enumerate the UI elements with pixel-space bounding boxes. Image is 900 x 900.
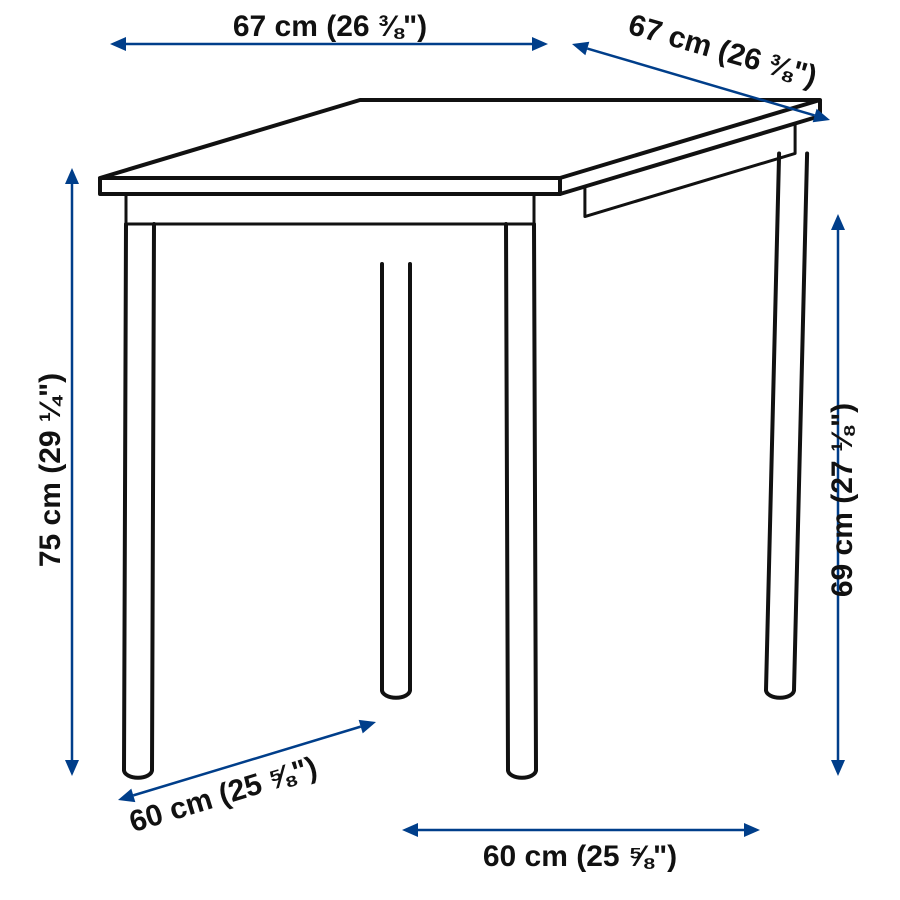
label-botDepth: 60 cm (25 ⅝") (125, 751, 320, 839)
dimension-labels: 67 cm (26 ⅜") 67 cm (26 ⅜") 75 cm (29 ¼") 6… (34, 8, 859, 873)
label-topWidth: 67 cm (26 ⅜") (233, 10, 427, 43)
label-leftHeight: 75 cm (29 ¼") (34, 373, 67, 567)
dimension-arrows (65, 37, 845, 837)
arrow-leftHeight (65, 168, 79, 776)
arrow-botWidth (402, 823, 760, 837)
table-outline (100, 100, 820, 778)
label-rightHeight: 69 cm (27 ⅛") (826, 403, 859, 597)
label-topDepth: 67 cm (26 ⅜") (625, 8, 821, 93)
dimension-diagram: 67 cm (26 ⅜") 67 cm (26 ⅜") 75 cm (29 ¼") 6… (0, 0, 900, 900)
label-botWidth: 60 cm (25 ⅝") (483, 840, 677, 873)
